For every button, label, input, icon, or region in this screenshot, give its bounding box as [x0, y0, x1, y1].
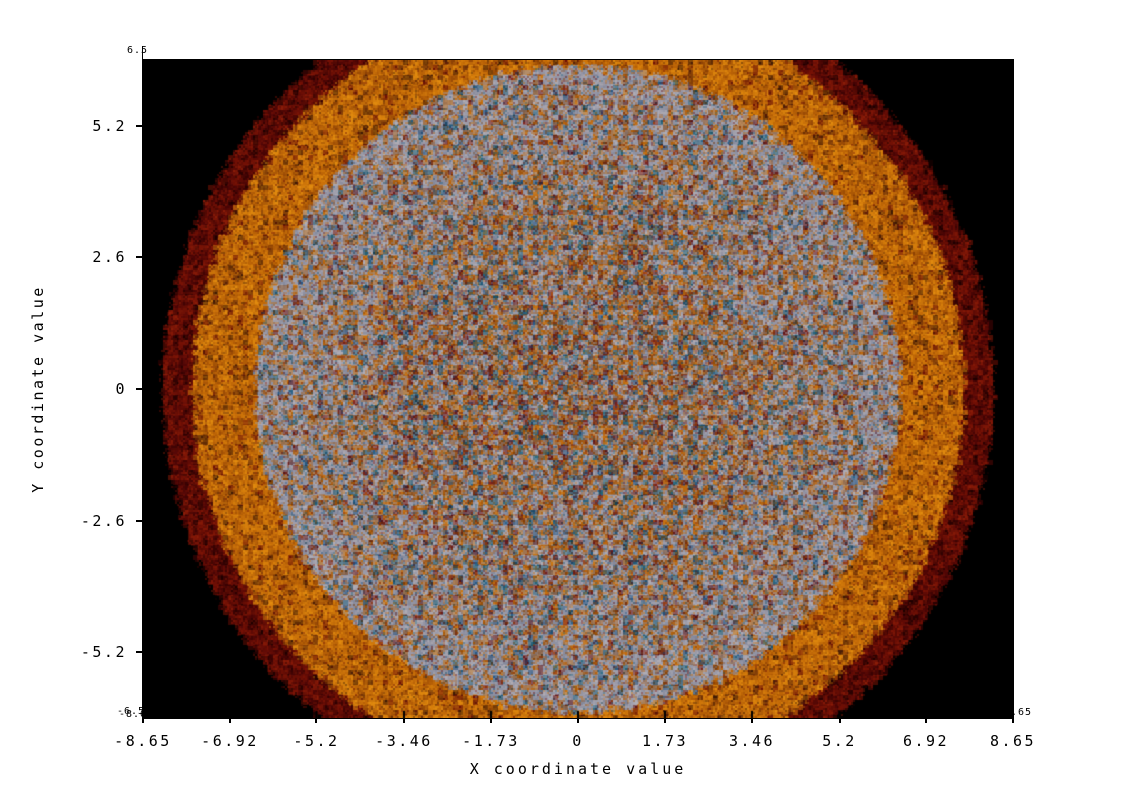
y-tick-label: -2.6 [80, 511, 127, 530]
x-axis-tick [490, 718, 492, 723]
y-axis-tick [136, 124, 143, 127]
x-axis-tick [751, 718, 753, 723]
x-axis-title: X coordinate value [469, 760, 687, 778]
x-axis-tick [664, 718, 666, 723]
x-tick-label: 3.46 [728, 732, 776, 750]
y-tick-label: 0 [115, 380, 127, 398]
x-tick-label: 6.92 [902, 732, 950, 750]
y-tick-label: -5.2 [80, 643, 127, 662]
heatmap-canvas [143, 60, 1013, 718]
x-tick-label: 5.2 [822, 732, 857, 750]
corner-extent-label-bottom-right: 8.65 [1004, 707, 1033, 718]
x-tick-label: -1.73 [462, 732, 520, 750]
x-axis-tick [925, 718, 927, 723]
x-tick-label: 1.73 [641, 732, 689, 750]
y-axis-tick [136, 651, 143, 654]
x-tick-label: 8.65 [989, 732, 1037, 750]
plot-area [143, 60, 1013, 718]
y-axis-tick [136, 256, 143, 259]
x-tick-label: -3.46 [375, 732, 433, 750]
x-axis-tick [315, 718, 318, 723]
x-axis-tick [1012, 718, 1014, 723]
corner-extent-label-top-left: 6.5 [127, 45, 149, 56]
corner-extent-label-bottom-left-y: -6.5 [117, 706, 146, 717]
y-axis-tick [136, 519, 143, 522]
x-tick-label: -6.92 [201, 732, 259, 750]
y-tick-label: 2.6 [92, 248, 127, 267]
y-axis-top-tick [142, 46, 143, 60]
y-tick-label: 5.2 [92, 116, 127, 135]
x-axis-tick [403, 718, 405, 723]
corner-extent-label-bottom-left-x: -8.65 [119, 709, 155, 720]
x-axis-tick [142, 718, 144, 723]
x-tick-label: 0 [572, 732, 584, 750]
x-tick-label: -8.65 [114, 732, 172, 750]
x-axis-tick [838, 718, 841, 723]
y-axis-tick [136, 388, 143, 390]
x-axis-tick [577, 718, 579, 723]
x-axis-tick [229, 718, 231, 723]
x-tick-label: -5.2 [293, 732, 340, 750]
